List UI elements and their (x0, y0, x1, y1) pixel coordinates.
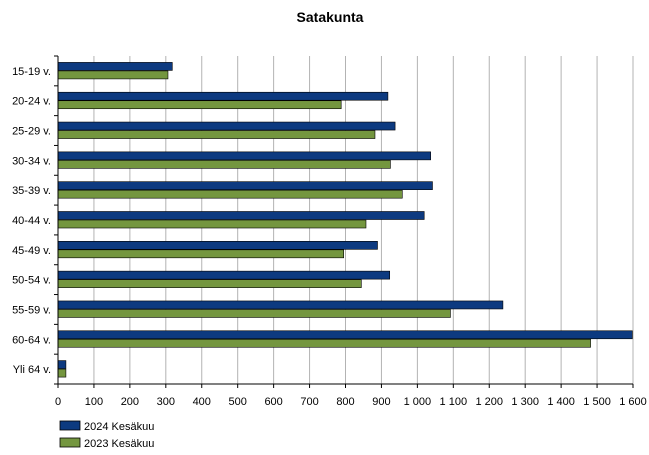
legend: 2024 Kesäkuu 2023 Kesäkuu (59, 420, 154, 450)
x-tick-label: 200 (121, 396, 139, 408)
bar-series-2 (57, 338, 591, 348)
x-tick-label: 100 (85, 396, 103, 408)
bar-series-2 (57, 160, 391, 169)
x-tick-label: 1 400 (547, 396, 575, 408)
bar-series-2 (57, 189, 403, 199)
bar-series-2 (57, 309, 451, 318)
y-category-label: 45-49 v. (12, 245, 51, 257)
y-category-label: 30-34 v. (12, 155, 51, 167)
bar-series-1 (57, 62, 173, 71)
bar-series-2 (57, 130, 376, 139)
bar-series-2 (57, 368, 67, 378)
bar-series-1 (57, 360, 67, 369)
bar-series-1 (57, 270, 391, 280)
legend-label: 2024 Kesäkuu (84, 421, 154, 433)
bars (57, 62, 633, 378)
x-tick-label: 1 300 (511, 396, 539, 408)
bar-series-1 (57, 300, 504, 310)
x-tick-label: 1 200 (475, 396, 503, 408)
bar-series-2 (57, 70, 169, 80)
bar-series-1 (57, 330, 633, 340)
legend-swatch (59, 420, 81, 431)
y-category-label: Yli 64 v. (13, 364, 51, 376)
x-tick-label: 1 000 (404, 396, 432, 408)
bar-series-1 (57, 91, 389, 101)
x-tick-label: 800 (336, 396, 354, 408)
bar-series-2 (57, 100, 342, 110)
x-tick-label: 400 (193, 396, 211, 408)
x-tick-label: 1 500 (583, 396, 611, 408)
x-tick-label: 500 (229, 396, 247, 408)
bar-series-2 (57, 279, 362, 288)
y-category-label: 50-54 v. (12, 275, 51, 287)
y-category-label: 55-59 v. (12, 304, 51, 316)
bar-series-1 (57, 151, 431, 161)
axes: 0 100 200 300 400 500 600 700 800 900 1 000 1 100 1 … (12, 55, 647, 408)
legend-label: 2023 Kesäkuu (84, 438, 154, 450)
x-tick-label: 700 (300, 396, 318, 408)
y-category-label: 20-24 v. (12, 96, 51, 108)
y-category-label: 25-29 v. (12, 126, 51, 138)
bar-series-2 (57, 249, 345, 259)
x-tick-label: 1 100 (440, 396, 468, 408)
bar-series-2 (57, 219, 367, 229)
x-tick-label: 0 (55, 396, 61, 408)
y-category-label: 40-44 v. (12, 215, 51, 227)
y-category-label: 60-64 v. (12, 334, 51, 346)
x-tick-label: 900 (372, 396, 390, 408)
y-category-label: 15-19 v. (12, 66, 51, 78)
x-tick-label: 600 (264, 396, 282, 408)
chart-title: Satakunta (297, 9, 364, 25)
bar-series-1 (57, 211, 425, 220)
x-tick-label: 300 (157, 396, 175, 408)
legend-swatch (59, 437, 81, 448)
bar-series-1 (57, 181, 433, 190)
bar-series-1 (57, 241, 378, 250)
y-category-label: 35-39 v. (12, 185, 51, 197)
x-tick-label: 1 600 (619, 396, 647, 408)
bar-series-1 (57, 121, 396, 131)
